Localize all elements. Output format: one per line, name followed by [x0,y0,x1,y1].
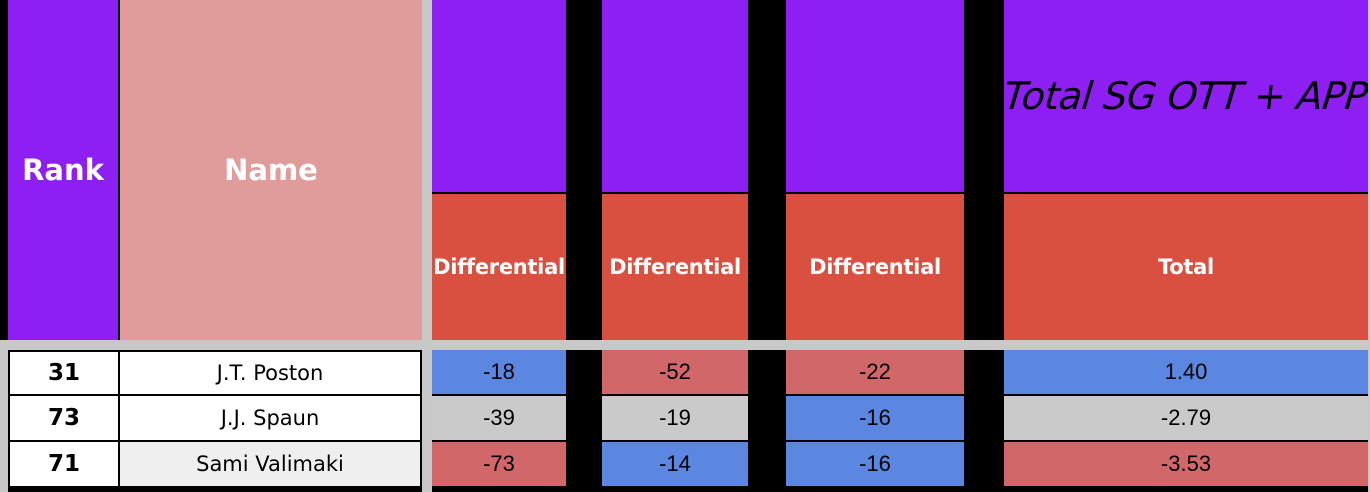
c2-cell: -52 [602,350,748,394]
col1-subheader[interactable]: Differential [432,194,566,340]
header-divider [1004,192,1368,194]
player-name: J.J. Spaun [220,406,320,430]
c2-value: -14 [659,451,691,476]
c4-cell: -3.53 [1004,442,1368,486]
rank-value: 31 [47,360,80,386]
col2-header-top[interactable] [602,0,748,192]
c3-cell: -16 [786,442,964,486]
c2-value: -52 [659,359,691,384]
c3-value: -16 [859,405,891,430]
column-gap [748,0,786,340]
rank-header[interactable]: Rank [8,0,118,340]
name-header-label: Name [224,153,318,187]
c1-cell: -73 [432,442,566,486]
c4-cell: -2.79 [1004,396,1368,440]
rank-value: 71 [47,451,80,477]
col4-header-top[interactable]: Total SG OTT + APP [1004,0,1368,192]
col4-title: Total SG OTT + APP [1004,74,1368,118]
rank-cell: 71 [10,442,118,486]
c1-value: -39 [483,405,515,430]
name-cell: J.J. Spaun [120,396,420,440]
player-name: Sami Valimaki [196,452,344,476]
header-divider [786,192,964,194]
col2-subheader-label: Differential [609,255,741,279]
header-divider [602,192,748,194]
col4-subheader[interactable]: Total [1004,194,1368,340]
col1-subheader-label: Differential [433,255,565,279]
col3-header-top[interactable] [786,0,964,192]
column-divider [118,0,120,340]
rank-value: 73 [47,405,80,431]
c3-value: -22 [859,359,891,384]
column-gap [566,0,602,340]
c1-cell: -39 [432,396,566,440]
c3-cell: -16 [786,396,964,440]
c4-cell: 1.40 [1004,350,1368,394]
col2-subheader[interactable]: Differential [602,194,748,340]
c3-cell: -22 [786,350,964,394]
c2-cell: -14 [602,442,748,486]
c4-value: -3.53 [1160,451,1212,476]
column-gap [964,0,1004,340]
col4-subheader-label: Total [1158,255,1214,279]
name-header[interactable]: Name [120,0,422,340]
header-divider [432,192,566,194]
rank-cell: 31 [10,352,118,394]
c1-value: -73 [483,451,515,476]
c3-value: -16 [859,451,891,476]
rank-header-label: Rank [22,153,104,187]
c2-value: -19 [659,405,691,430]
name-cell: J.T. Poston [120,352,420,394]
col1-header-top[interactable] [432,0,566,192]
c2-cell: -19 [602,396,748,440]
left-border [0,0,8,340]
rank-cell: 73 [10,396,118,440]
player-name: J.T. Poston [216,361,324,385]
c1-cell: -18 [432,350,566,394]
name-cell: Sami Valimaki [120,442,420,486]
c1-value: -18 [483,359,515,384]
col3-subheader-label: Differential [809,255,941,279]
c4-value: 1.40 [1164,359,1208,384]
col3-subheader[interactable]: Differential [786,194,964,340]
c4-value: -2.79 [1160,405,1212,430]
